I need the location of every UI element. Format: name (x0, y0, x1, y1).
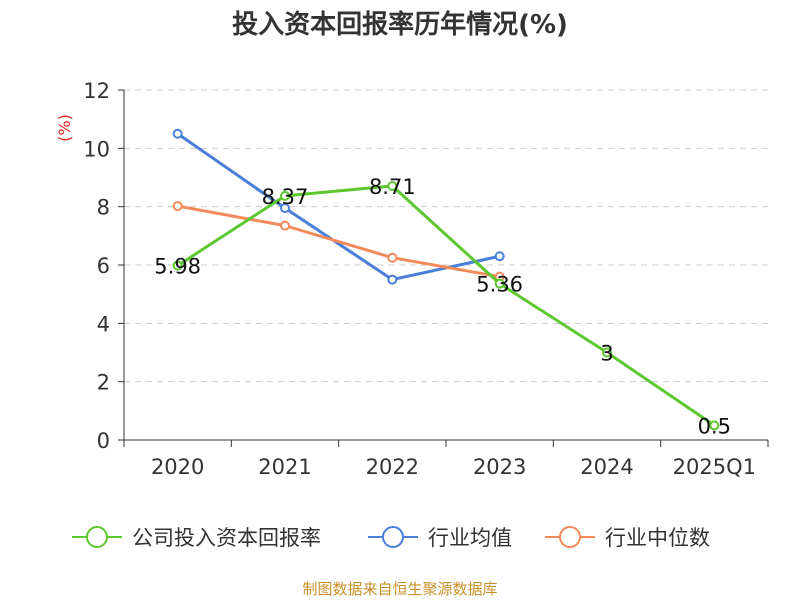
data-point (709, 420, 720, 431)
data-point (172, 201, 183, 212)
y-tick-label: 8 (97, 196, 110, 220)
y-tick-label: 4 (97, 312, 110, 336)
legend-label: 公司投入资本回报率 (132, 526, 321, 550)
data-label: 8.71 (369, 175, 416, 199)
series-line-0 (176, 184, 716, 427)
y-tick-label: 10 (83, 137, 110, 161)
y-tick-label: 2 (97, 371, 110, 395)
data-point (602, 347, 612, 358)
x-tick-label: 2022 (366, 455, 419, 479)
y-axis-unit: (%) (55, 114, 74, 142)
data-point (494, 278, 505, 289)
legend: 公司投入资本回报率 行业均值 行业中位数 (72, 526, 710, 550)
data-label: 8.37 (262, 185, 309, 209)
data-point (280, 220, 290, 231)
data-labels: 5.98 8.37 8.71 5.36 3 0.5 (154, 175, 731, 438)
x-tick-label: 2021 (258, 455, 311, 479)
data-label: 5.98 (154, 255, 201, 279)
legend-label: 行业中位数 (605, 526, 710, 550)
data-point (280, 203, 290, 214)
x-tick-label: 2020 (151, 455, 204, 479)
y-tick-label: 6 (97, 254, 110, 278)
data-label: 3 (600, 342, 613, 366)
series-line-2 (177, 204, 500, 279)
data-point (387, 180, 398, 191)
data-point (172, 128, 183, 139)
data-point (280, 190, 290, 201)
x-tick-label: 2024 (580, 455, 633, 479)
y-tick-label: 12 (83, 79, 110, 103)
legend-marker (559, 526, 581, 548)
data-point (387, 274, 398, 285)
axes: 0 2 4 6 8 10 12 2020 2021 2022 2023 2024 2025Q1 (%) (55, 79, 769, 479)
chart-title: 投入资本回报率历年情况(%) (232, 10, 568, 40)
legend-marker (382, 526, 404, 548)
data-label: 0.5 (698, 414, 731, 438)
series-lines (172, 128, 720, 431)
x-tick-label: 2023 (473, 455, 526, 479)
data-point (172, 260, 183, 271)
legend-label: 行业均值 (428, 526, 512, 550)
source-note: 制图数据来自恒生聚源数据库 (302, 580, 498, 598)
data-point (387, 252, 398, 263)
x-tick-label: 2025Q1 (673, 455, 756, 479)
data-point (494, 251, 505, 262)
data-label: 5.36 (476, 273, 523, 297)
y-tick-label: 0 (97, 429, 110, 453)
gridlines (124, 89, 768, 383)
legend-marker (86, 526, 108, 548)
